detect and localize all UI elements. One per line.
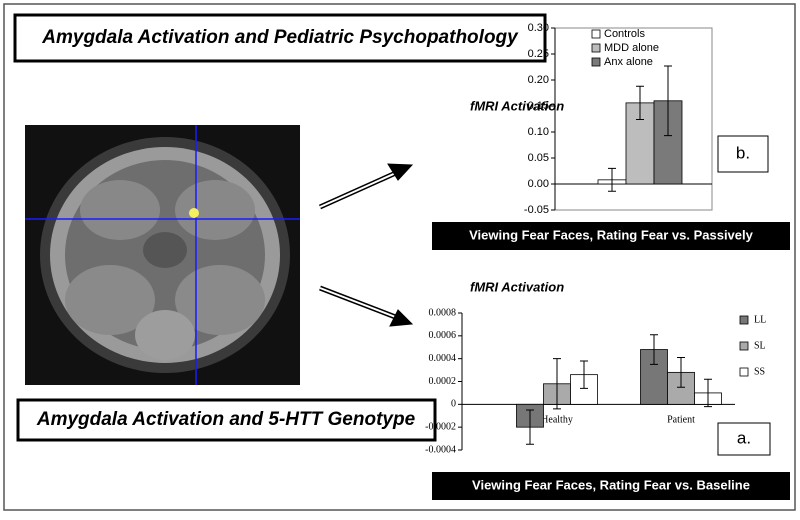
y-tick-label: 0.0008: [429, 307, 457, 318]
legend-swatch: [591, 43, 601, 53]
error-bar: [580, 360, 588, 389]
legend-label: MDD alone: [604, 42, 659, 54]
y-tick-label: -0.05: [524, 204, 549, 216]
error-bar: [553, 358, 561, 410]
y-axis-label: fMRI Activation: [470, 98, 564, 113]
x-tick-label: Healthy: [541, 414, 573, 425]
panel-box: [717, 135, 769, 173]
error-bar: [608, 167, 616, 192]
title: Amygdala Activation and 5-HTT Genotype: [36, 409, 416, 430]
legend-swatch: [591, 29, 601, 39]
title: Amygdala Activation and Pediatric Psycho…: [41, 27, 519, 48]
error-bar: [677, 357, 685, 388]
y-tick-label: 0.10: [528, 126, 549, 138]
brain-image: [25, 125, 300, 385]
y-tick-label: 0.0004: [429, 353, 457, 364]
bar: [625, 102, 655, 185]
panel-box: [717, 422, 771, 456]
caption-box: [432, 472, 790, 500]
caption: Viewing Fear Faces, Rating Fear vs. Base…: [472, 477, 750, 492]
y-tick-label: 0.0002: [429, 376, 457, 387]
y-tick-label: 0.15: [528, 100, 549, 112]
title-box: [13, 13, 547, 63]
y-tick-label: 0.0006: [429, 330, 457, 341]
legend-label: SS: [754, 366, 765, 377]
error-bar: [664, 65, 672, 137]
panel-label: a.: [737, 428, 751, 447]
y-tick-label: 0.00: [528, 178, 549, 190]
legend-label: Controls: [604, 28, 645, 40]
x-tick-label: Patient: [667, 414, 695, 425]
y-tick-label: 0: [451, 399, 456, 410]
legend-swatch: [739, 367, 749, 377]
legend-swatch: [591, 57, 601, 67]
error-bar: [704, 378, 712, 408]
legend-swatch: [739, 341, 749, 351]
y-tick-label: -0.0002: [425, 421, 456, 432]
caption-box: [432, 222, 790, 250]
legend-label: SL: [754, 340, 766, 351]
arrow: [318, 163, 414, 327]
legend-label: LL: [754, 314, 766, 325]
error-bar: [650, 334, 658, 365]
y-tick-label: 0.05: [528, 152, 549, 164]
y-tick-label: 0.25: [528, 48, 549, 60]
legend-swatch: [739, 315, 749, 325]
legend-label: Anx alone: [604, 56, 653, 68]
title-box: [16, 398, 437, 442]
y-tick-label: -0.0004: [425, 444, 456, 455]
y-axis-label: fMRI Activation: [470, 279, 564, 294]
y-tick-label: 0.30: [528, 22, 549, 34]
y-tick-label: 0.20: [528, 74, 549, 86]
panel-label: b.: [736, 143, 750, 162]
error-bar: [636, 85, 644, 121]
error-bar: [526, 409, 534, 445]
caption: Viewing Fear Faces, Rating Fear vs. Pass…: [469, 227, 754, 242]
